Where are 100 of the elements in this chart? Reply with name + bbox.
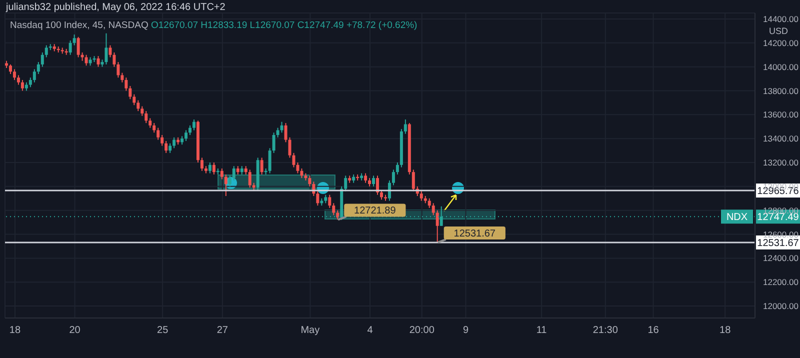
candlestick [12, 68, 16, 80]
y-tick-label: 13200.00 [763, 158, 799, 168]
candlestick [212, 162, 216, 175]
candlestick [36, 62, 40, 74]
annotation: 12531.67 [454, 228, 496, 240]
candlestick [376, 175, 380, 196]
candlestick [272, 132, 276, 154]
candlestick [280, 121, 284, 134]
y-tick-label: 14400.00 [763, 14, 799, 24]
candlestick [208, 162, 212, 174]
candlestick [372, 175, 376, 187]
candlestick [332, 202, 336, 216]
candlestick [336, 210, 340, 220]
candlestick [152, 122, 156, 134]
candlestick [76, 36, 80, 58]
y-tick-label: 14200.00 [763, 38, 799, 48]
candlestick [432, 202, 435, 216]
candlestick [132, 94, 136, 106]
candlestick [112, 52, 116, 68]
candlestick [260, 157, 264, 175]
x-tick-label: 16 [648, 325, 660, 336]
candlestick [148, 118, 152, 128]
candlestick [308, 175, 312, 187]
candlestick [20, 79, 24, 92]
candlestick [172, 136, 176, 149]
candlestick [164, 140, 168, 154]
candlestick [184, 130, 188, 142]
y-tick-label: 13600.00 [763, 110, 799, 120]
text: Nasdaq 100 Index, 45, NASDAQ [10, 20, 148, 31]
candlestick [108, 44, 112, 58]
candlestick [428, 198, 431, 208]
ref-line-label: 12531.67 [757, 238, 800, 249]
x-tick-label: 21:30 [592, 325, 618, 336]
x-tick-label: 11 [536, 325, 548, 336]
candlestick [32, 68, 36, 83]
x-tick-label: 20:00 [409, 325, 435, 336]
candlestick [392, 169, 395, 186]
candlestick [396, 162, 399, 175]
y-tick-label: 14000.00 [763, 62, 799, 72]
candlestick [120, 72, 124, 83]
candlestick [292, 152, 296, 168]
y-axis-title: USD [766, 26, 792, 36]
candlestick [192, 118, 196, 131]
candlestick [8, 64, 12, 74]
candlestick [156, 127, 160, 140]
annotation: NDX [726, 212, 748, 224]
candlestick [220, 168, 224, 180]
annotation: 12721.89 [354, 206, 396, 217]
x-tick-label: 9 [462, 325, 469, 336]
candlestick [96, 56, 100, 68]
candlestick [228, 175, 232, 187]
candlestick [72, 34, 76, 46]
candlestick [420, 190, 423, 202]
y-tick-label: 12000.00 [763, 301, 799, 312]
x-tick-label: 20 [69, 325, 81, 336]
candlestick [44, 44, 48, 58]
candlestick [140, 106, 144, 116]
candlestick [224, 174, 228, 196]
candlestick [124, 77, 128, 92]
x-tick-label: 18 [720, 325, 732, 336]
y-tick-label: 13800.00 [763, 86, 799, 96]
candlestick [28, 77, 32, 88]
candlestick [248, 169, 252, 188]
candlestick [436, 210, 439, 243]
candlestick [316, 190, 320, 206]
x-tick-label: 27 [216, 325, 228, 336]
candlestick [40, 52, 44, 68]
text: O12670.07 H12833.19 L12670.07 C12747.49 +78.72 (+0.62%) [151, 20, 418, 31]
candlestick [68, 40, 72, 56]
candlestick [116, 62, 120, 78]
candlestick [16, 74, 20, 86]
candlestick [380, 190, 383, 200]
candlestick [296, 162, 300, 174]
candlestick [300, 168, 304, 179]
candlestick [168, 142, 172, 154]
x-tick-label: May [300, 325, 320, 336]
candlestick [276, 127, 280, 138]
candlestick [232, 166, 236, 181]
candlestick [388, 180, 391, 202]
candlestick [412, 169, 415, 192]
candlestick [144, 110, 148, 124]
candlestick [364, 172, 368, 184]
y-tick-label: 13400.00 [763, 134, 799, 144]
y-tick-label: 12200.00 [763, 277, 799, 288]
candlestick [404, 118, 407, 134]
y-tick-label: 12400.00 [763, 253, 799, 264]
annotation: juliansb32 published, May 06, 2022 16:46 UTC+2 [6, 2, 226, 13]
candlestick [104, 32, 108, 65]
candlestick [128, 85, 132, 100]
candlestick [344, 175, 348, 192]
x-tick-label: 4 [367, 325, 374, 336]
candlestick [160, 134, 164, 146]
candlestick [136, 100, 140, 112]
candlestick [200, 157, 204, 172]
candlestick [84, 54, 88, 66]
candlestick [268, 148, 272, 174]
candlestick [328, 194, 332, 208]
x-tick-label: 25 [157, 325, 169, 336]
x-tick-label: 18 [9, 325, 21, 336]
candlestick [188, 124, 192, 136]
